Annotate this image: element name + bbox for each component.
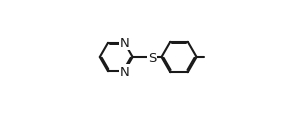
Text: S: S xyxy=(148,51,156,64)
Text: N: N xyxy=(120,37,129,50)
Text: N: N xyxy=(120,65,129,78)
